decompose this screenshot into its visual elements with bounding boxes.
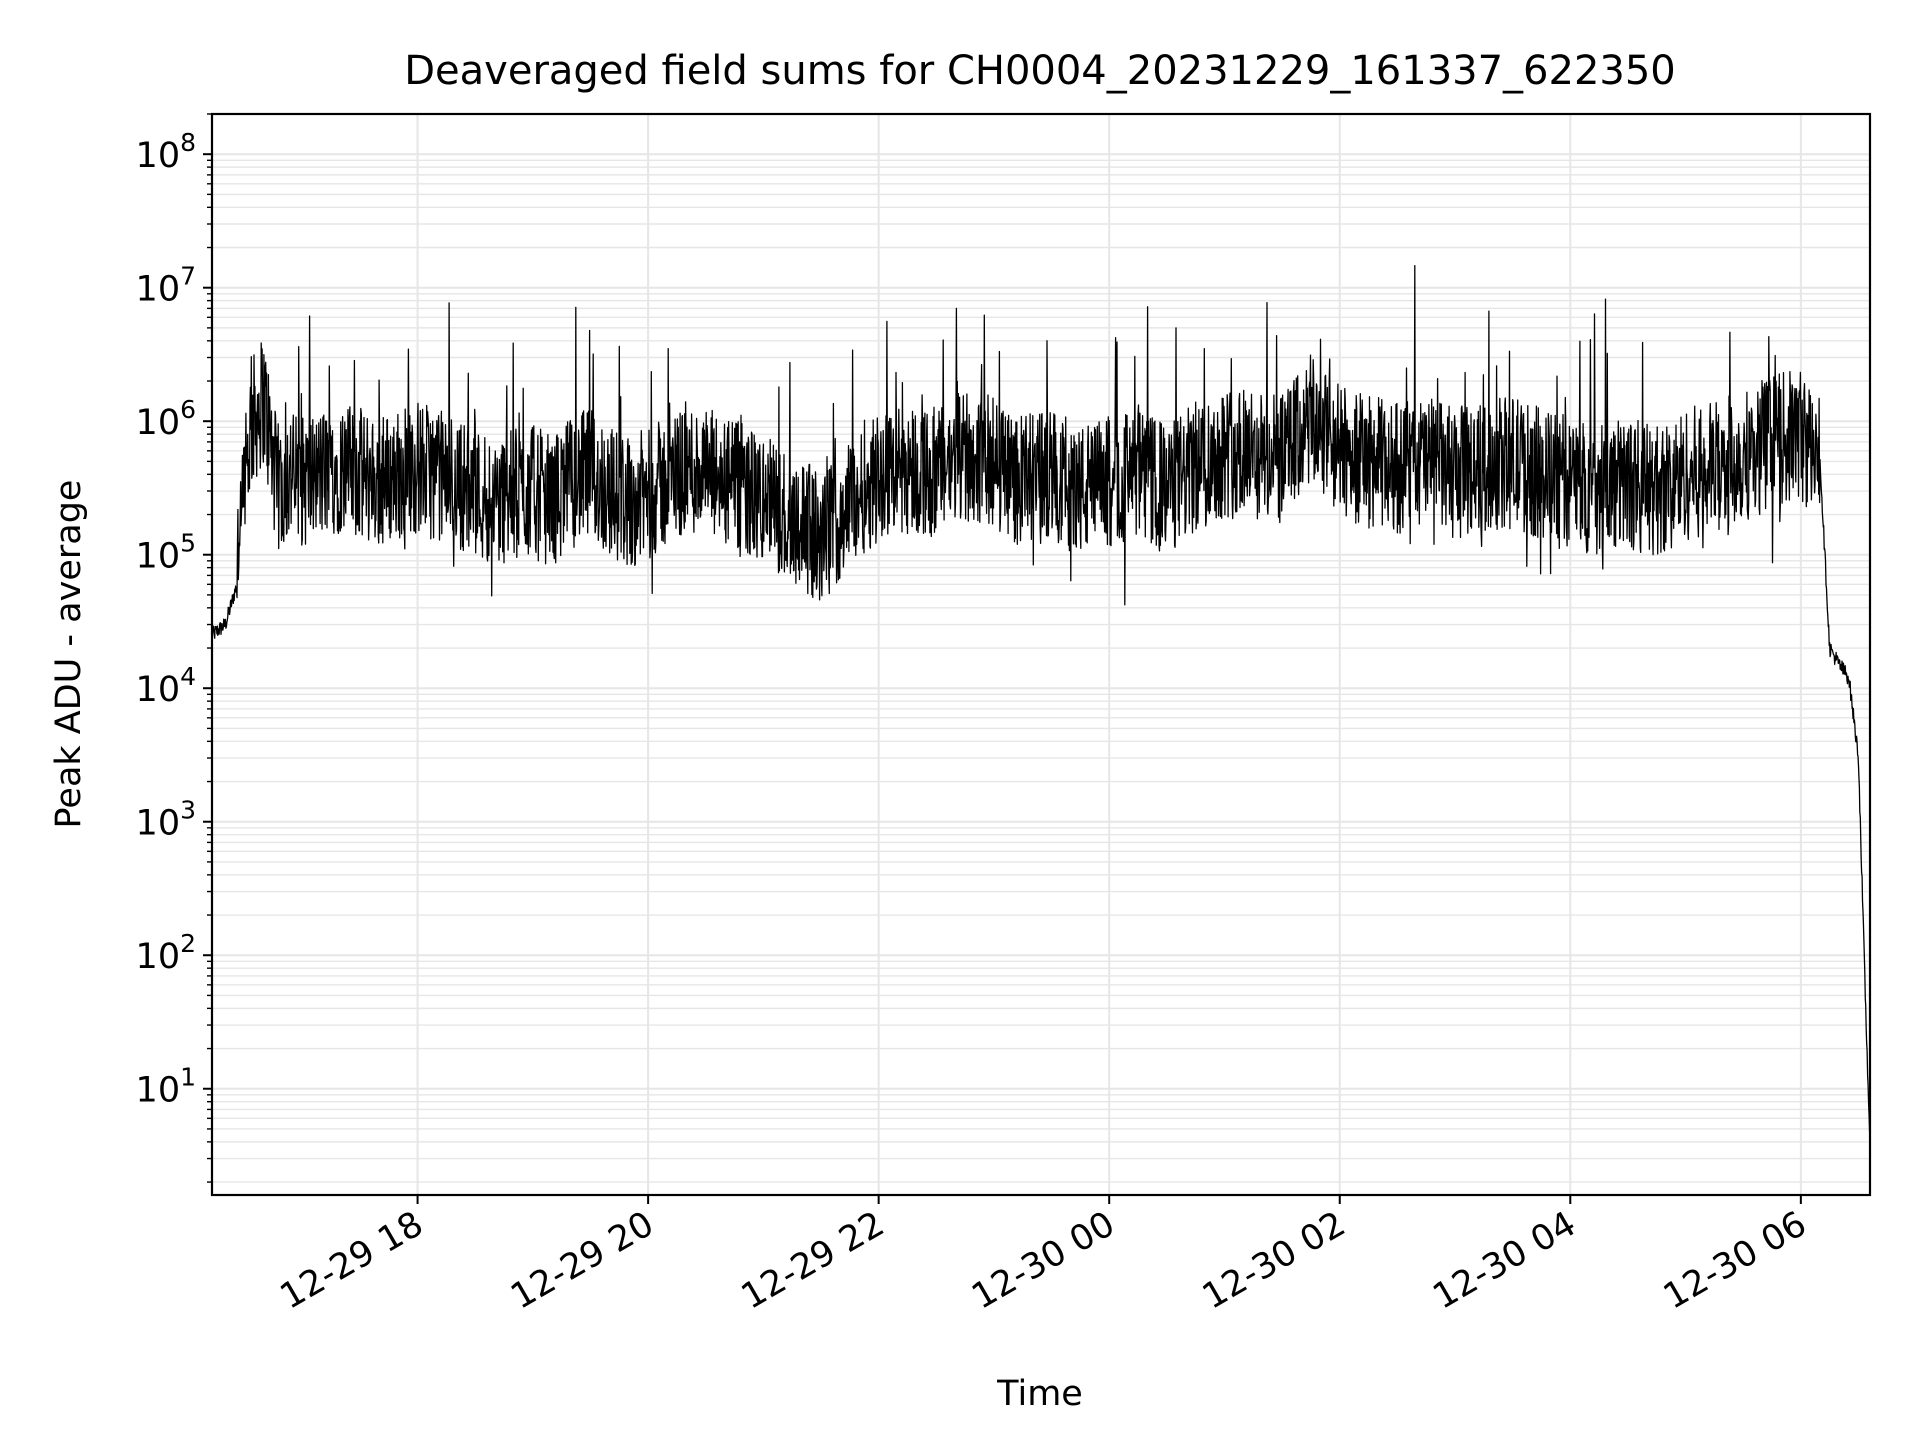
plot-area xyxy=(211,264,1871,1142)
x-axis-label: Time xyxy=(996,1374,1083,1414)
grid xyxy=(212,113,1870,1195)
y-tick-label: 105 xyxy=(136,529,196,577)
plot-frame xyxy=(210,112,1872,1197)
y-tick-label: 107 xyxy=(136,262,196,310)
y-tick-label: 103 xyxy=(136,796,196,844)
y-tick-label: 108 xyxy=(136,128,196,176)
chart-title: Deaveraged field sums for CH0004_2023122… xyxy=(404,48,1676,94)
y-tick-label: 101 xyxy=(136,1063,196,1111)
y-axis-label: Peak ADU - average xyxy=(49,480,89,829)
y-tick-label: 104 xyxy=(136,662,196,710)
y-tick-label: 102 xyxy=(136,929,196,977)
data-series-line xyxy=(211,264,1871,1142)
y-tick-label: 106 xyxy=(136,395,196,443)
